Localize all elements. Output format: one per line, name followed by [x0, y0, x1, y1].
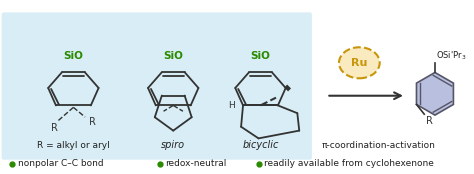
Text: redox-neutral: redox-neutral [165, 159, 227, 168]
Text: SiO: SiO [64, 51, 83, 61]
Text: R: R [51, 123, 57, 133]
Text: H: H [228, 101, 235, 110]
Text: SiO: SiO [164, 51, 183, 61]
Polygon shape [417, 72, 454, 115]
Text: SiO: SiO [251, 51, 270, 61]
Text: R: R [89, 117, 96, 127]
Text: spiro: spiro [161, 140, 185, 150]
Text: nonpolar C–C bond: nonpolar C–C bond [18, 159, 104, 168]
Text: π-coordination-activation: π-coordination-activation [322, 141, 436, 150]
Text: OSi'Pr$_3$: OSi'Pr$_3$ [436, 49, 466, 62]
Text: Ru: Ru [351, 58, 367, 68]
Text: bicyclic: bicyclic [242, 140, 279, 150]
Text: R: R [426, 116, 433, 126]
Text: readily available from cyclohexenone: readily available from cyclohexenone [264, 159, 434, 168]
FancyBboxPatch shape [2, 12, 312, 160]
Ellipse shape [339, 47, 380, 78]
Text: R = alkyl or aryl: R = alkyl or aryl [37, 141, 110, 150]
